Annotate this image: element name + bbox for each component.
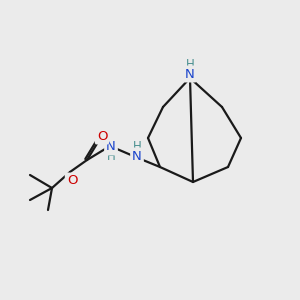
Text: N: N bbox=[185, 68, 195, 80]
Text: O: O bbox=[67, 175, 77, 188]
Text: N: N bbox=[132, 149, 142, 163]
Text: N: N bbox=[106, 140, 116, 154]
Text: O: O bbox=[97, 130, 107, 142]
Text: H: H bbox=[133, 140, 141, 154]
Text: H: H bbox=[186, 58, 194, 71]
Text: H: H bbox=[106, 149, 116, 163]
